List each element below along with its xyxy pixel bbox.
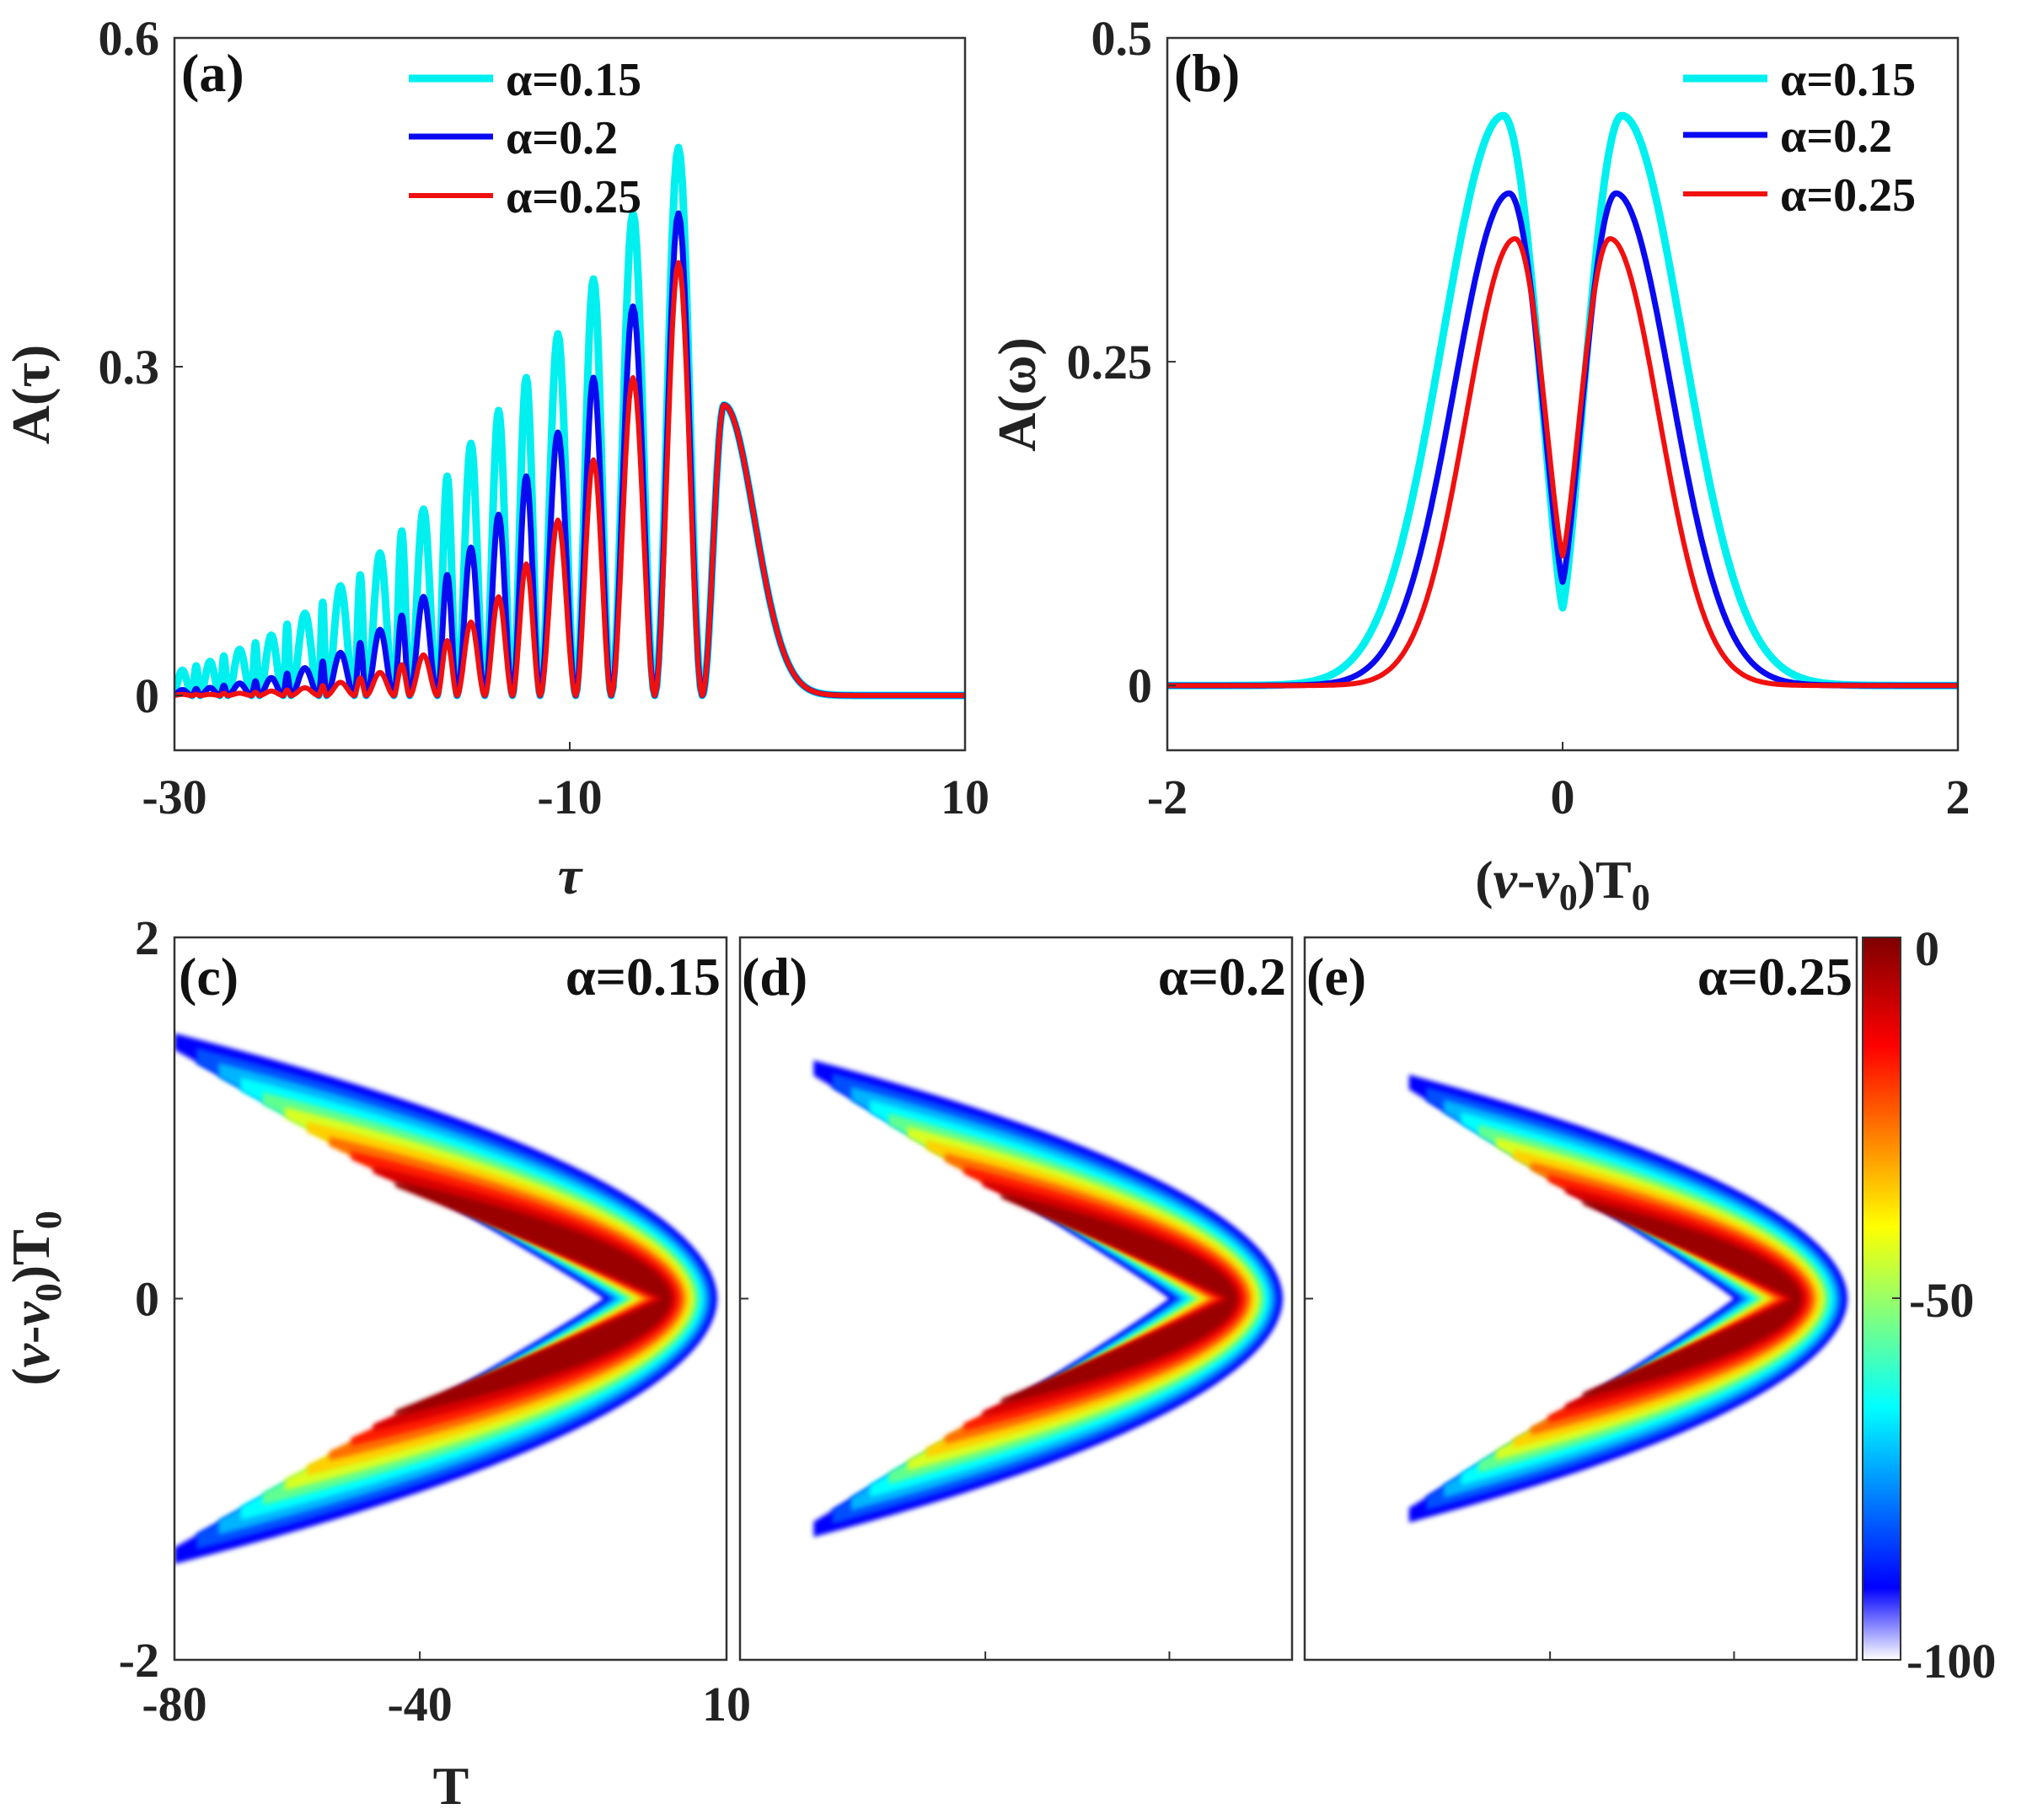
legend-a-label-2: α=0.25 xyxy=(506,171,641,223)
panel-a-ytick-label-2: 0.6 xyxy=(99,11,160,66)
panel-a-ylabel: A(τ) xyxy=(1,345,61,444)
panel-d-alpha-label: α=0.2 xyxy=(1158,947,1286,1007)
panel-a-ticks: -30 -10 10 0 0.3 0.6 xyxy=(99,11,990,824)
heatmap-ticks: -80 -40 10 -2 0 2 xyxy=(119,910,1735,1731)
colorbar-tick-label-1: -50 xyxy=(1909,1273,1974,1328)
panel-c-label: (c) xyxy=(179,947,239,1007)
legend-b-label-0: α=0.15 xyxy=(1780,54,1916,106)
panel-a-ytick-label-0: 0 xyxy=(135,668,159,723)
panel-a-ytick-label-1: 0.3 xyxy=(99,340,160,395)
panel-e-label: (e) xyxy=(1306,947,1366,1007)
panel-c-xtick-label-2: 10 xyxy=(702,1677,751,1731)
panel-c-ytick-label-2: 2 xyxy=(135,910,159,965)
panel-a: -30 -10 10 0 0.3 0.6 (a) τ A(τ) α=0.15 α=0.2 … xyxy=(1,11,989,905)
panel-c-band-10 xyxy=(395,1180,672,1417)
panel-c: (c) α=0.15 xyxy=(173,936,728,1662)
panel-b-xtick-label-1: 0 xyxy=(1551,770,1575,824)
legend-b-label-1: α=0.2 xyxy=(1780,110,1892,163)
panel-a-plot-area xyxy=(174,143,965,700)
panel-b-series-2 xyxy=(1167,236,1958,689)
panel-c-ytick-label-0: -2 xyxy=(119,1633,159,1688)
panel-c-alpha-label: α=0.15 xyxy=(566,947,721,1007)
legend-a-label-1: α=0.2 xyxy=(506,112,618,164)
colorbar-tick-label-2: -100 xyxy=(1906,1634,1996,1688)
panel-c-xtick-label-0: -80 xyxy=(142,1677,206,1731)
panel-d-label: (d) xyxy=(742,947,807,1007)
panel-b-plot-area xyxy=(1167,111,1958,690)
panel-a-xtick-label-1: -10 xyxy=(537,770,602,824)
panel-b-ticks: -2 0 2 0 0.25 0.5 xyxy=(1067,11,1971,824)
panel-a-xtick-label-0: -30 xyxy=(142,770,206,824)
panel-e: (e) α=0.25 xyxy=(1303,936,1858,1662)
colorbar-tick-label-0: 0 xyxy=(1915,921,1939,976)
panel-c-xlabel: T xyxy=(433,1756,469,1816)
panel-a-series-1 xyxy=(174,210,965,699)
panel-c-ylabel: (ν-ν0)T0 xyxy=(1,1211,69,1385)
panel-c-heatmap xyxy=(174,1033,718,1565)
panel-a-xlabel: τ xyxy=(558,846,584,905)
panel-e-heatmap xyxy=(1408,1074,1848,1523)
legend-a-label-0: α=0.15 xyxy=(506,54,641,106)
panel-e-band-10 xyxy=(1583,1199,1802,1399)
panel-a-series-2 xyxy=(174,260,965,698)
panel-e-alpha-label: α=0.25 xyxy=(1697,947,1853,1007)
panel-b-xlabel: (ν-ν0)T0 xyxy=(1475,850,1649,918)
panel-b-ytick-label-0: 0 xyxy=(1128,658,1152,713)
panel-a-legend: α=0.15 α=0.2 α=0.25 xyxy=(409,54,641,223)
panel-b: -2 0 2 0 0.25 0.5 (b) (ν-ν0)T0 A(ω) α=0.15 α=… xyxy=(987,11,1971,918)
panel-b-ytick-label-2: 0.5 xyxy=(1091,11,1153,66)
panel-b-ytick-label-1: 0.25 xyxy=(1067,335,1153,389)
panel-b-xtick-label-2: 2 xyxy=(1946,770,1971,824)
panel-b-legend: α=0.15 α=0.2 α=0.25 xyxy=(1683,54,1916,222)
panel-a-xtick-label-2: 10 xyxy=(941,770,989,824)
panel-a-label: (a) xyxy=(181,43,244,103)
panel-d: (d) α=0.2 xyxy=(738,936,1294,1662)
panel-c-ytick-label-1: 0 xyxy=(135,1272,159,1327)
panel-b-series-1 xyxy=(1167,190,1958,689)
panel-d-band-10 xyxy=(1001,1193,1237,1404)
panel-b-ylabel: A(ω) xyxy=(987,337,1047,452)
panel-c-xtick-label-1: -40 xyxy=(387,1677,452,1731)
panel-b-label: (b) xyxy=(1174,43,1240,103)
legend-b-label-2: α=0.25 xyxy=(1780,169,1916,222)
panel-b-xtick-label-0: -2 xyxy=(1147,770,1188,824)
panel-a-series-0 xyxy=(174,143,965,700)
colorbar: 0 -50 -100 xyxy=(1862,921,1996,1688)
panel-d-heatmap xyxy=(813,1060,1284,1538)
